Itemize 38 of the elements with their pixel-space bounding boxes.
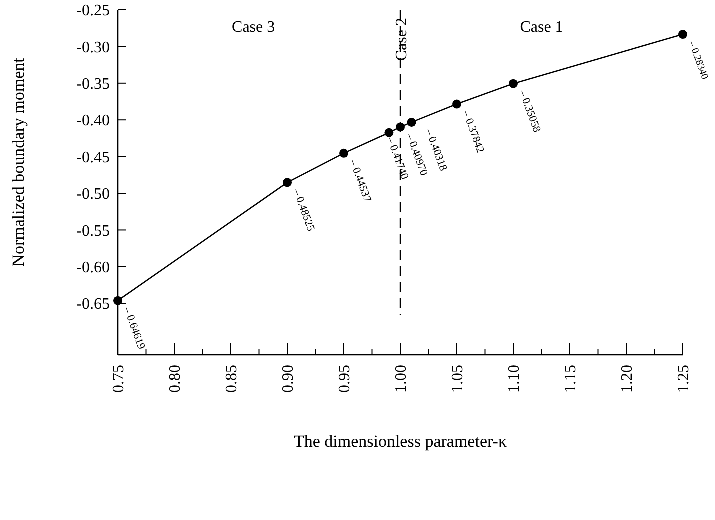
y-tick-label: -0.35 bbox=[76, 76, 110, 94]
y-tick-label: -0.55 bbox=[76, 222, 110, 240]
data-label: – 0.37842 bbox=[460, 108, 487, 155]
y-tick-label: -0.30 bbox=[76, 39, 110, 56]
point bbox=[340, 148, 348, 158]
annotation: Case 1 bbox=[520, 19, 564, 36]
data-label: – 0.35058 bbox=[516, 88, 544, 135]
x-tick-label: 0.85 bbox=[224, 365, 241, 393]
x-tick-label: 1.15 bbox=[562, 365, 580, 393]
x-tick-label: 0.95 bbox=[336, 365, 354, 393]
y-tick-label: -0.60 bbox=[76, 260, 110, 277]
point bbox=[384, 128, 394, 138]
x-tick-label: 1.20 bbox=[619, 365, 636, 393]
x-tick-label: 0.80 bbox=[167, 365, 184, 393]
x-tick-label: 1.05 bbox=[450, 365, 467, 393]
data-label: – 0.28340 bbox=[686, 38, 710, 82]
x-tick-label: 1.25 bbox=[676, 365, 693, 393]
y-tick-label: -0.65 bbox=[76, 296, 110, 314]
point bbox=[407, 118, 416, 127]
point bbox=[509, 79, 518, 88]
point bbox=[452, 100, 462, 109]
y-axis-title: Normalized boundary moment bbox=[9, 58, 28, 267]
data-label: – 0.44537 bbox=[346, 157, 374, 204]
y-tick-label: -0.25 bbox=[76, 2, 110, 20]
x-tick-label: 0.90 bbox=[280, 365, 298, 393]
data-label: – 0.64619 bbox=[120, 304, 148, 352]
y-tick-label: -0.50 bbox=[76, 186, 110, 204]
point bbox=[678, 30, 688, 40]
y-tick-label: -0.40 bbox=[76, 112, 110, 130]
y-tick-label: -0.45 bbox=[76, 149, 110, 166]
point bbox=[283, 178, 292, 188]
point bbox=[396, 122, 405, 132]
data-label: – 0.48525 bbox=[290, 186, 318, 234]
x-axis-title: The dimensionless parameter-κ bbox=[294, 432, 508, 451]
x-tick-label: 1.10 bbox=[506, 365, 524, 393]
x-tick-label: 1.00 bbox=[393, 365, 410, 393]
annotation: Case 3 bbox=[232, 19, 276, 36]
x-tick-label: 0.75 bbox=[110, 365, 128, 393]
